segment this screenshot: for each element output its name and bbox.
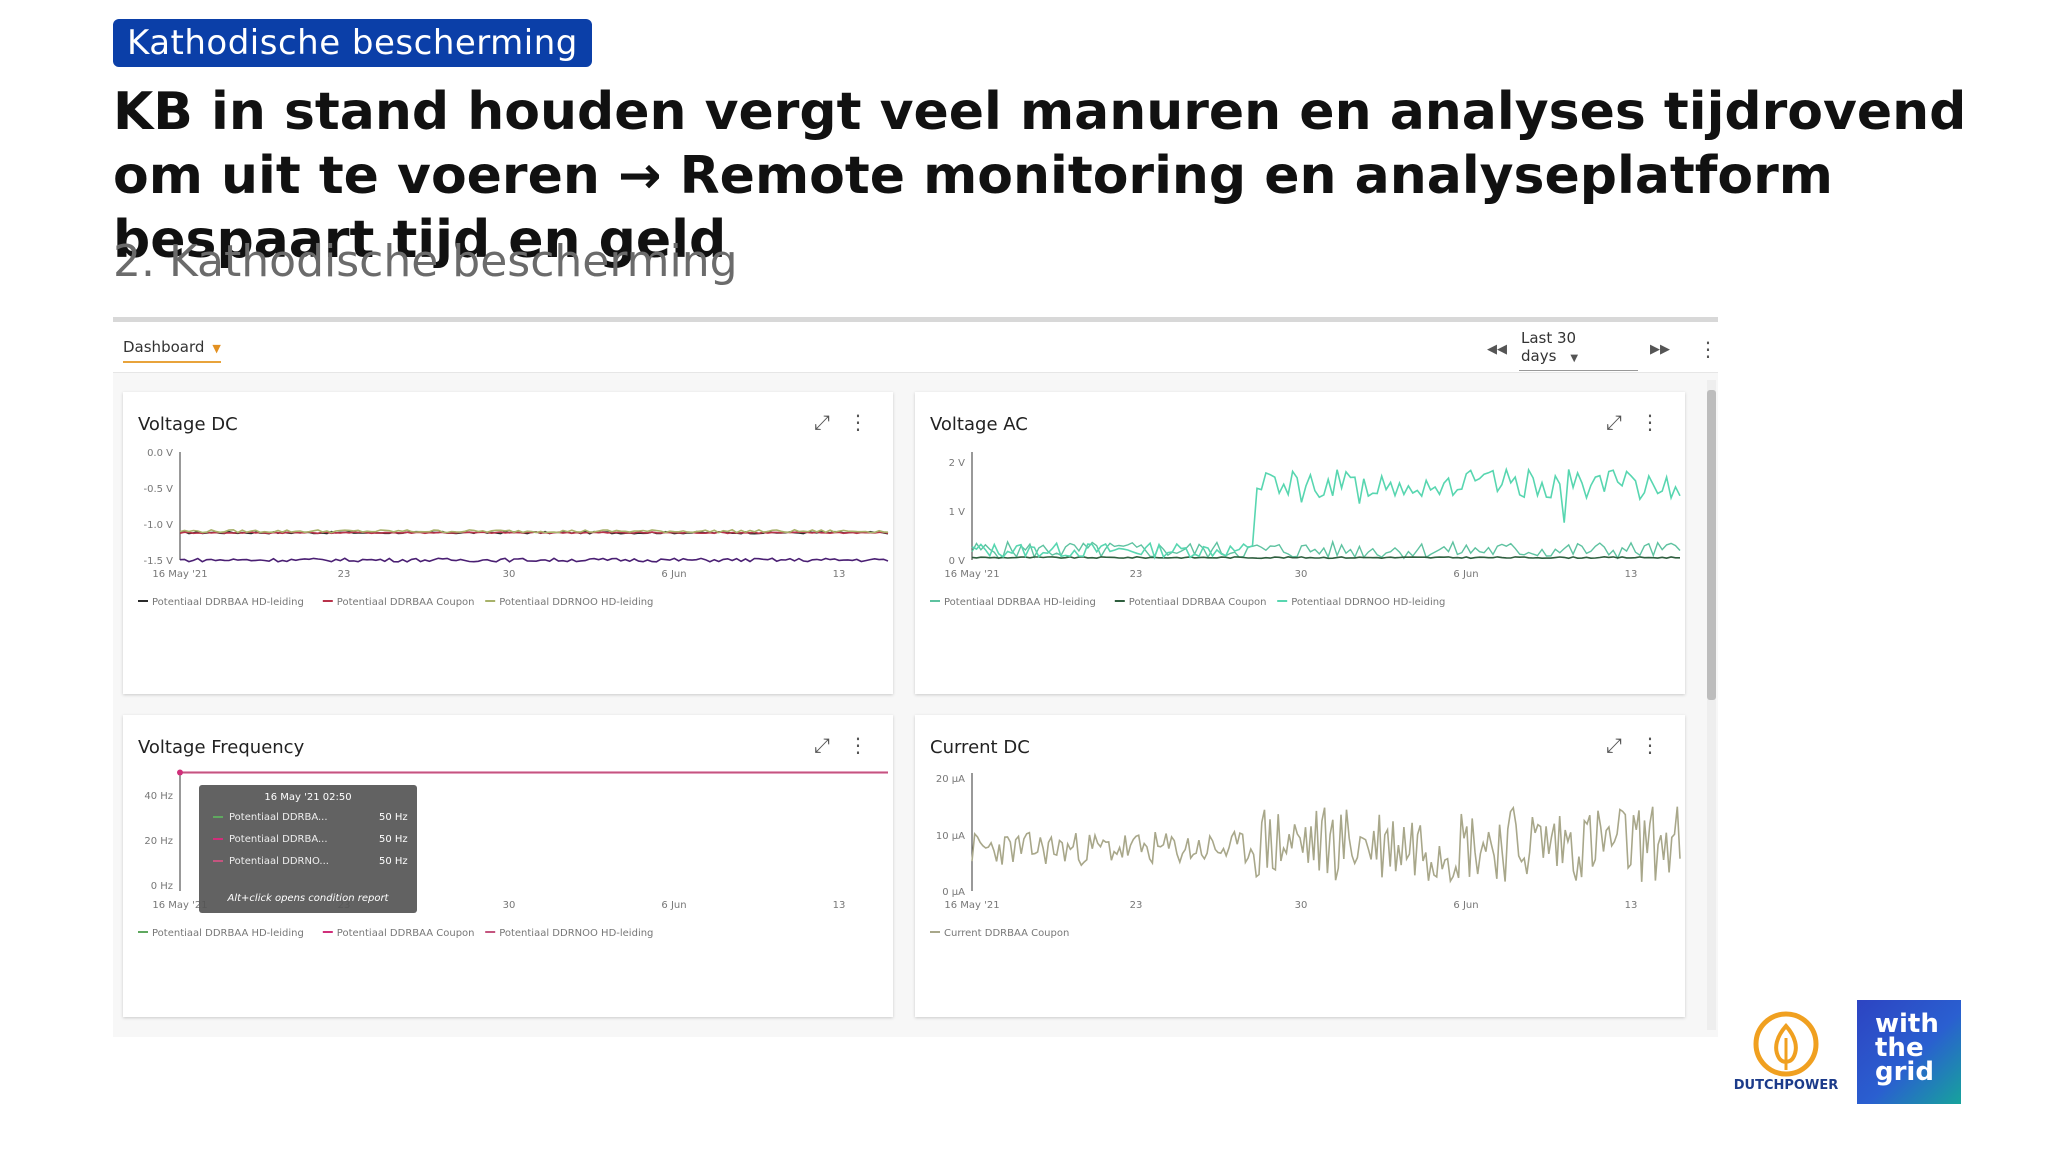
x-tick-label: 23 <box>1130 900 1143 911</box>
subtitle: 2. Kathodische bescherming <box>113 236 738 287</box>
expand-icon[interactable]: ⤢ <box>814 733 830 757</box>
y-tick-label: 1 V <box>949 507 966 518</box>
time-range-control: ◀◀ Last 30 days ▼ ▶▶ ⋮ <box>1475 329 1718 371</box>
tooltip-time: 16 May '21 02:50 <box>264 792 351 803</box>
x-tick-label: 13 <box>833 569 846 580</box>
y-tick-label: 20 µA <box>936 774 965 785</box>
scrollbar[interactable] <box>1707 380 1716 1030</box>
y-tick-label: 20 Hz <box>144 836 173 847</box>
x-tick-label: 13 <box>1625 569 1638 580</box>
dashboard-toolbar: Dashboard ▼ ◀◀ Last 30 days ▼ ▶▶ ⋮ <box>113 322 1718 373</box>
legend-entry: Potentiaal DDRNOO HD-leiding <box>499 597 653 608</box>
series-line <box>971 555 1680 560</box>
chart-voltage-ac: 2 V 1 V 0 V 16 May '21 23 30 6 Jun 13 Potentiaal… <box>930 452 1681 608</box>
legend-entry: Current DDRBAA Coupon <box>944 928 1069 939</box>
tooltip: 16 May '21 02:50 Potentiaal DDRBA... 50 Hz… <box>199 785 417 913</box>
legend-entry: Potentiaal DDRNOO HD-leiding <box>1291 597 1445 608</box>
dashboard-selector[interactable]: Dashboard ▼ <box>123 338 221 363</box>
y-tick-label: -1.0 V <box>143 520 173 531</box>
expand-icon[interactable]: ⤢ <box>1606 410 1622 434</box>
tooltip-value: 50 Hz <box>379 834 408 845</box>
y-tick-label: 40 Hz <box>144 791 173 802</box>
x-tick-label: 30 <box>1295 569 1308 580</box>
x-tick-label: 23 <box>1130 569 1143 580</box>
kebab-menu-icon[interactable]: ⋮ <box>1640 733 1660 757</box>
chevron-down-icon: ▼ <box>1570 353 1579 364</box>
x-tick-label: 13 <box>1625 900 1638 911</box>
y-tick-label: 2 V <box>949 458 966 469</box>
dashboard-menu-icon[interactable]: ⋮ <box>1698 337 1718 361</box>
kebab-menu-icon[interactable]: ⋮ <box>848 410 868 434</box>
expand-icon[interactable]: ⤢ <box>814 410 830 434</box>
x-tick-label: 16 May '21 <box>944 569 999 580</box>
x-tick-label: 30 <box>503 900 516 911</box>
series-line <box>971 805 1681 884</box>
rewind-icon[interactable]: ◀◀ <box>1487 341 1507 357</box>
x-tick-label: 6 Jun <box>1453 900 1478 911</box>
time-range-select[interactable]: Last 30 days ▼ <box>1519 327 1638 371</box>
legend-entry: Potentiaal DDRBAA HD-leiding <box>944 597 1096 608</box>
x-tick-label: 16 May '21 <box>152 569 207 580</box>
legend-entry: Potentiaal DDRBAA Coupon <box>337 928 475 939</box>
expand-icon[interactable]: ⤢ <box>1606 733 1622 757</box>
legend-entry: Potentiaal DDRBAA HD-leiding <box>152 597 304 608</box>
dutchpower-logo: DUTCHPOWER <box>1733 1008 1839 1100</box>
legend-entry: Potentiaal DDRBAA HD-leiding <box>152 928 304 939</box>
y-tick-label: 0 Hz <box>151 881 173 892</box>
panel-title: Voltage AC <box>930 414 1028 435</box>
headline: KB in stand houden vergt veel manuren en… <box>113 82 1967 270</box>
panel-current-dc: Current DC ⤢ ⋮ 20 µA 10 µA 0 µA 16 May '21 23… <box>915 715 1685 1017</box>
with-the-grid-logo: with the grid <box>1857 1000 1961 1104</box>
x-tick-label: 30 <box>1295 900 1308 911</box>
series-line <box>179 557 889 563</box>
panel-title: Voltage Frequency <box>138 737 305 758</box>
chart-current-dc: 20 µA 10 µA 0 µA 16 May '21 23 30 6 Jun 13 Curre… <box>930 773 1681 939</box>
x-tick-label: 16 May '21 <box>944 900 999 911</box>
y-tick-label: 0 V <box>949 556 966 567</box>
series-line <box>971 539 1681 560</box>
x-tick-label: 30 <box>503 569 516 580</box>
y-tick-label: 10 µA <box>936 831 965 842</box>
y-tick-label: -1.5 V <box>143 556 173 567</box>
panel-voltage-dc: Voltage DC ⤢ ⋮ 0.0 V -0.5 V -1.0 V -1.5 V 16 … <box>123 392 893 694</box>
dashboard-selector-label: Dashboard <box>123 338 205 356</box>
y-tick-label: 0.0 V <box>147 448 173 459</box>
tooltip-value: 50 Hz <box>379 812 408 823</box>
kebab-menu-icon[interactable]: ⋮ <box>1640 410 1660 434</box>
x-tick-label: 23 <box>338 569 351 580</box>
x-tick-label: 13 <box>833 900 846 911</box>
tooltip-value: 50 Hz <box>379 856 408 867</box>
series-line <box>971 466 1681 560</box>
series-line <box>179 528 889 534</box>
tooltip-hint: Alt+click opens condition report <box>227 893 390 904</box>
legend-entry: Potentiaal DDRNOO HD-leiding <box>499 928 653 939</box>
x-tick-label: 6 Jun <box>1453 569 1478 580</box>
chart-voltage-dc: 0.0 V -0.5 V -1.0 V -1.5 V 16 May '21 23 30 6 J… <box>138 448 889 608</box>
tooltip-series: Potentiaal DDRBA... <box>229 834 328 845</box>
chevron-down-icon: ▼ <box>212 342 221 355</box>
dashboard-screenshot: Dashboard ▼ ◀◀ Last 30 days ▼ ▶▶ ⋮ Voltage… <box>113 317 1718 1037</box>
time-range-label: Last 30 days <box>1521 329 1577 365</box>
hover-point <box>177 769 183 776</box>
legend-entry: Potentiaal DDRBAA Coupon <box>1129 597 1267 608</box>
panel-voltage-ac: Voltage AC ⤢ ⋮ 2 V 1 V 0 V 16 May '21 23 30 6 J… <box>915 392 1685 694</box>
y-tick-label: -0.5 V <box>143 484 173 495</box>
scrollbar-thumb[interactable] <box>1707 390 1716 700</box>
tooltip-series: Potentiaal DDRBA... <box>229 812 328 823</box>
x-tick-label: 6 Jun <box>661 569 686 580</box>
x-tick-label: 16 May '21 <box>152 900 207 911</box>
panel-title: Current DC <box>930 737 1030 758</box>
section-tag: Kathodische bescherming <box>113 19 592 67</box>
panel-voltage-frequency: Voltage Frequency ⤢ ⋮ 40 Hz 20 Hz 0 Hz 16 Ma… <box>123 715 893 1017</box>
panel-title: Voltage DC <box>138 414 238 435</box>
kebab-menu-icon[interactable]: ⋮ <box>848 733 868 757</box>
x-tick-label: 6 Jun <box>661 900 686 911</box>
tooltip-series: Potentiaal DDRNO... <box>229 856 329 867</box>
fast-forward-icon[interactable]: ▶▶ <box>1650 341 1670 357</box>
y-tick-label: 0 µA <box>942 887 965 898</box>
legend-entry: Potentiaal DDRBAA Coupon <box>337 597 475 608</box>
